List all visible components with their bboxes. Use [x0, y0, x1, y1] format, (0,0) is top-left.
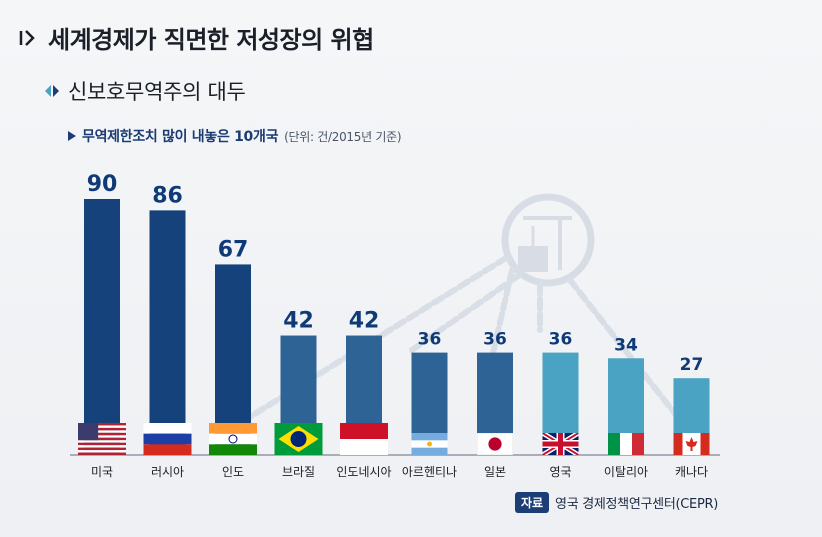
category-label-9: 캐나다 [675, 465, 708, 479]
title-text: 세계경제가 직면한 저성장의 위협 [48, 26, 374, 54]
category-label-7: 영국 [549, 465, 571, 479]
us-flag [78, 423, 126, 455]
brazil-flag [274, 423, 323, 455]
chart-heading-text: 무역제한조치 많이 내놓은 10개국 [82, 129, 279, 145]
japan-flag [477, 433, 513, 455]
category-label-3: 브라질 [282, 465, 315, 479]
category-label-2: 인도 [222, 465, 244, 479]
section-text: 신보호무역주의 대두 [68, 80, 246, 104]
unit-note: (단위: 건/2015년 기준) [284, 129, 402, 144]
india-flag [209, 423, 257, 455]
chart-heading: 무역제한조치 많이 내놓은 10개국 (단위: 건/2015년 기준) [68, 126, 402, 146]
value-label-1: 86 [152, 183, 183, 208]
section-title: 신보호무역주의 대두 [44, 76, 246, 106]
argentina-flag [411, 433, 448, 455]
indonesia-flag [340, 423, 388, 455]
value-label-8: 34 [614, 335, 638, 355]
slide-title: 세계경제가 직면한 저성장의 위협 [18, 20, 374, 55]
value-label-4: 42 [349, 309, 380, 334]
category-label-1: 러시아 [151, 465, 184, 479]
canada-flag [673, 433, 710, 455]
value-label-9: 27 [680, 355, 704, 375]
italy-flag [608, 433, 644, 455]
russia-flag [143, 423, 192, 455]
category-label-5: 아르헨티나 [402, 465, 457, 479]
value-label-6: 36 [483, 330, 507, 350]
uk-flag [542, 433, 579, 455]
value-label-7: 36 [549, 330, 573, 350]
category-label-0: 미국 [91, 465, 113, 479]
value-label-0: 90 [87, 172, 118, 197]
bar-1 [149, 210, 186, 455]
category-label-4: 인도네시아 [336, 465, 391, 479]
category-label-6: 일본 [484, 465, 506, 479]
triangle-right-icon [68, 131, 76, 141]
source-text: 영국 경제정책연구센터(CEPR) [555, 497, 718, 512]
value-label-5: 36 [418, 330, 442, 350]
value-label-3: 42 [283, 309, 314, 334]
arrow-bracket-icon [19, 29, 35, 46]
category-label-8: 이탈리아 [604, 465, 648, 479]
diamond-arrows-icon [45, 85, 59, 97]
source: 자료 영국 경제정책연구센터(CEPR) [514, 492, 718, 513]
bar-0 [84, 199, 120, 455]
value-label-2: 67 [218, 237, 249, 262]
source-label: 자료 [514, 492, 550, 513]
